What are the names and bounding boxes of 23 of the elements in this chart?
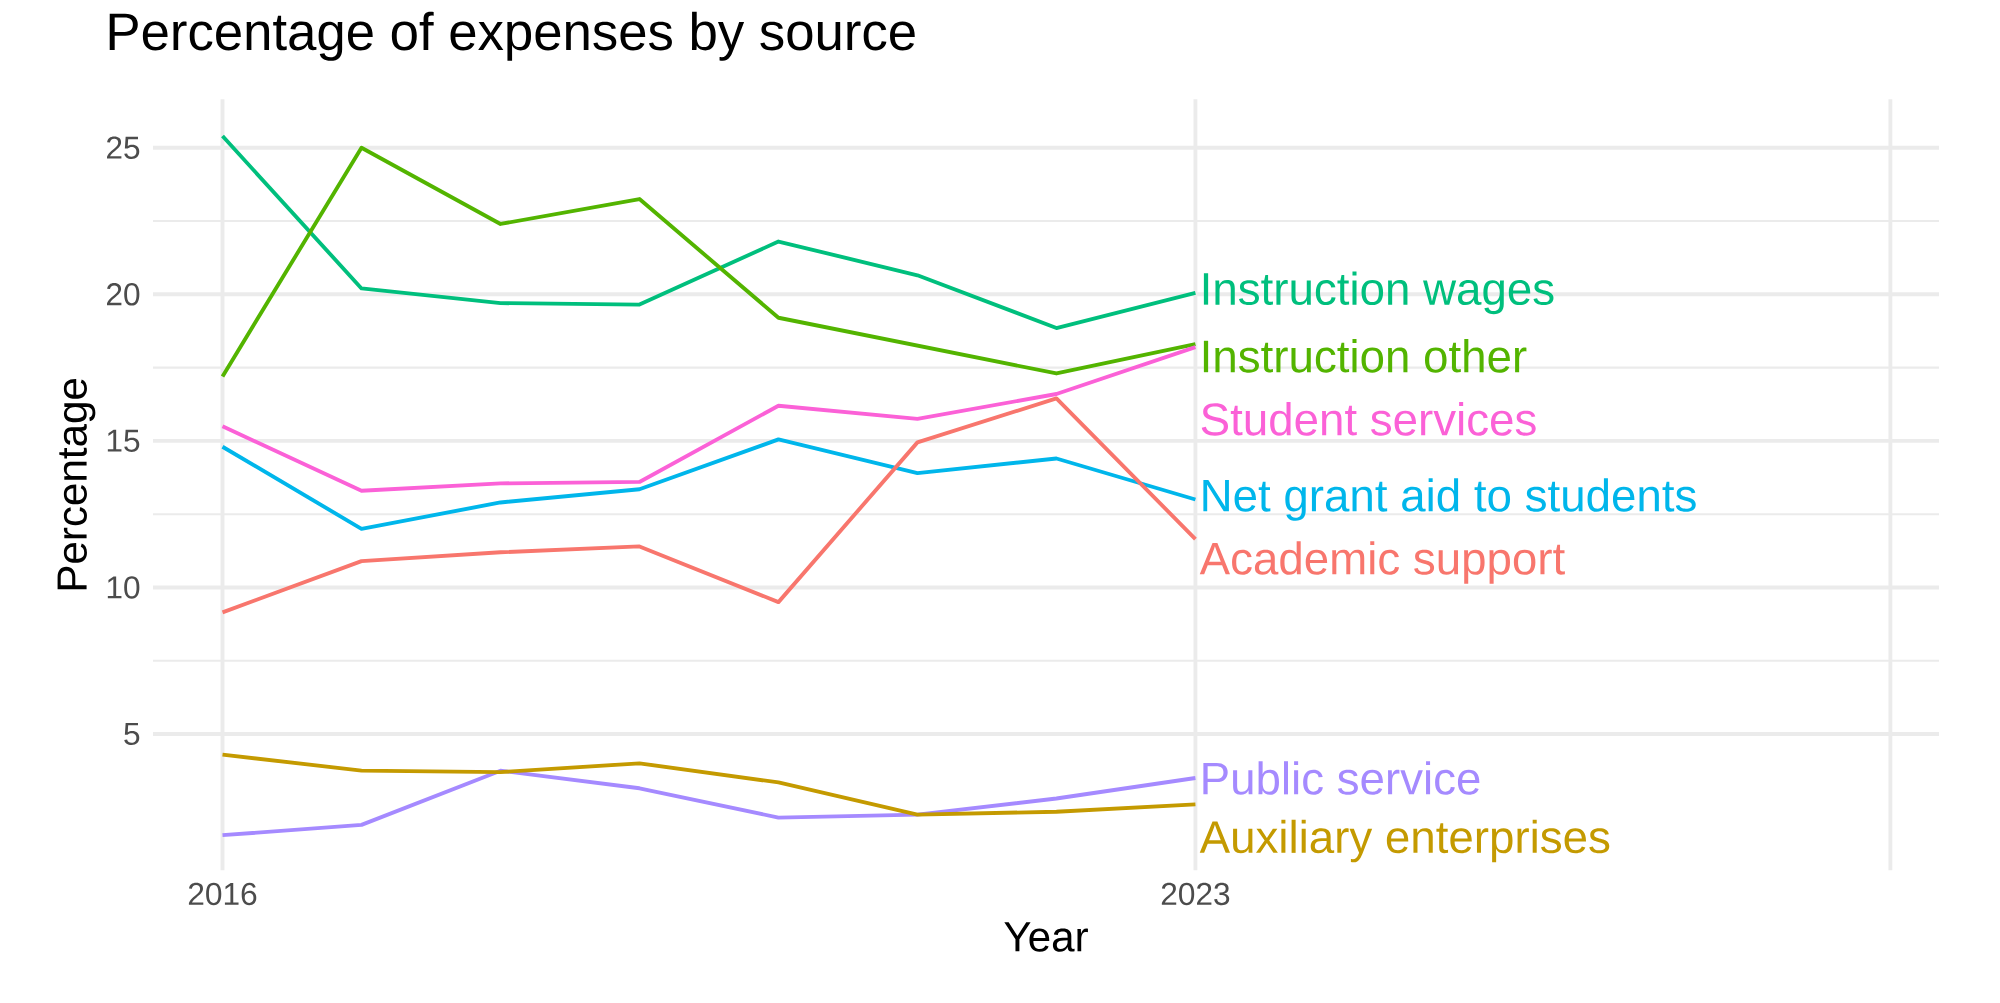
series-label: Academic support [1199,541,1565,584]
y-axis-title: Percentage [57,378,96,590]
y-tick-label: 10 [107,576,140,599]
series-label: Student services [1201,401,1536,436]
x-tick-label: 2016 [188,882,257,906]
line-series [220,752,1198,817]
y-tick-label: 15 [107,429,140,452]
series-label: Instruction other [1203,338,1527,373]
y-tick-label: 5 [124,722,140,745]
y-tick-label: 20 [107,282,140,306]
series-label: Public service [1203,761,1480,795]
line-series [220,768,1198,837]
line-series [220,396,1198,615]
line-series [220,133,1198,330]
series-label: Auxiliary enterprises [1199,819,1610,863]
line-series [220,437,1198,531]
x-axis-title: Year [1004,922,1088,952]
series-label: Net grant aid to students [1203,478,1696,521]
y-tick-label: 25 [107,136,140,159]
chart-title: Percentage of expenses by source [109,11,915,61]
x-tick-label: 2023 [1161,882,1230,906]
series-label: Instruction wages [1203,271,1554,314]
line-series [220,344,1198,493]
